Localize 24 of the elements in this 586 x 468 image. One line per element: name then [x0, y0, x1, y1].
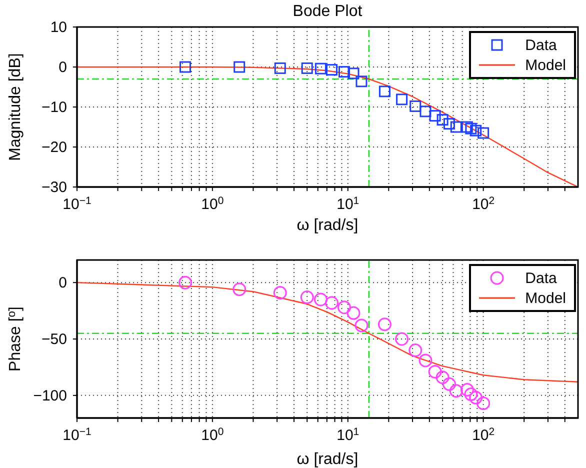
x-axis-title: ω [rad/s] [296, 451, 358, 468]
x-tick-label: 10$^{1}$ [336, 195, 360, 213]
chart-title: Bode Plot [292, 3, 362, 20]
x-tick-label: 10$^{−1}$ [62, 426, 92, 444]
legend-label: Data [525, 36, 557, 54]
y-tick-label: 10 [50, 19, 67, 36]
legend-label: Data [525, 270, 557, 286]
legend-label: Model [525, 56, 566, 74]
y-tick-label: −50 [42, 331, 67, 348]
x-tick-label: 10$^{−1}$ [62, 195, 92, 213]
x-tick-label: 10$^{0}$ [201, 195, 224, 213]
x-tick-label: 10$^{0}$ [201, 426, 224, 444]
y-tick-label: −20 [42, 139, 67, 156]
y-tick-label: −30 [42, 179, 67, 196]
x-axis-title: ω [rad/s] [296, 217, 358, 234]
y-tick-label: −10 [42, 99, 67, 116]
y-tick-label: 0 [58, 274, 67, 292]
x-tick-label: 10$^{1}$ [336, 426, 360, 444]
x-tick-label: 10$^{2}$ [472, 426, 495, 444]
y-axis-title: Magnitude [dB] [7, 53, 24, 161]
x-tick-label: 10$^{2}$ [472, 195, 495, 213]
y-tick-label: −100 [33, 387, 67, 404]
y-tick-label: 0 [58, 59, 67, 76]
legend-label: Model [525, 290, 566, 306]
